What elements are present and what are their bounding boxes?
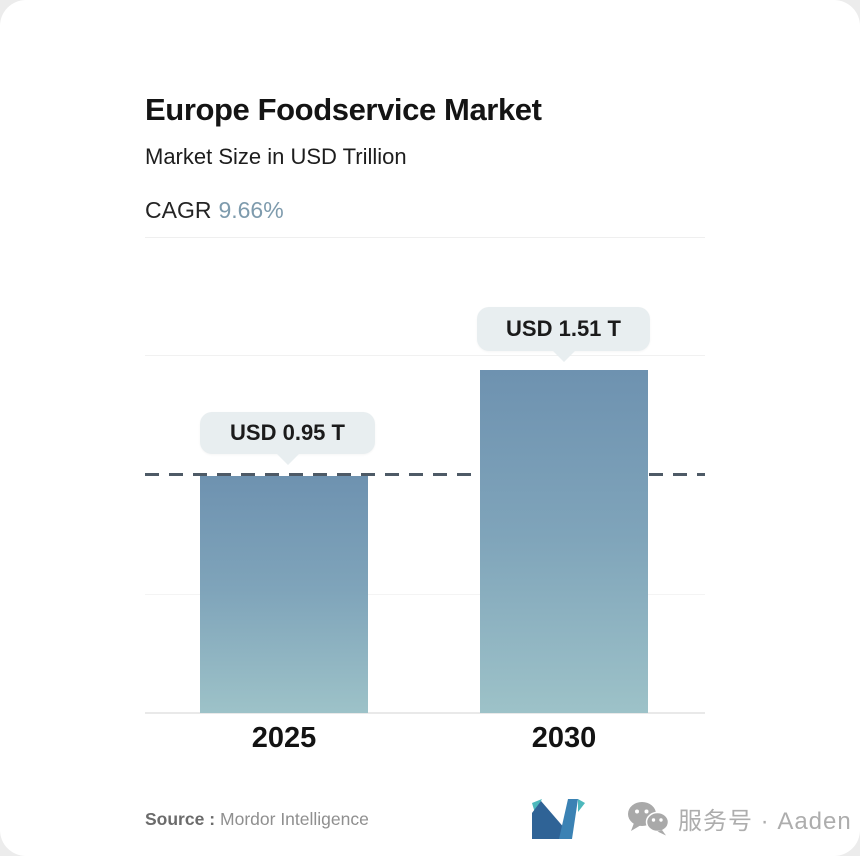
cagr-row: CAGR 9.66% xyxy=(145,197,284,224)
value-tooltip-2030: USD 1.51 T xyxy=(477,307,650,351)
source-value: Mordor Intelligence xyxy=(220,809,369,829)
x-axis-label-2025: 2025 xyxy=(251,722,317,754)
mordor-intelligence-logo xyxy=(531,799,585,839)
wechat-account-group: 服务号 · Aaden xyxy=(627,801,852,836)
gridline-middle xyxy=(145,594,705,595)
wechat-account-label: 服务号 · Aaden xyxy=(678,808,852,835)
bar-2030 xyxy=(480,370,648,713)
cagr-label: CAGR xyxy=(145,197,212,223)
source-line: Source : Mordor Intelligence xyxy=(145,809,369,830)
header-divider xyxy=(145,237,705,238)
page-title: Europe Foodservice Market xyxy=(145,92,542,127)
dashed-reference-line xyxy=(145,473,705,476)
bar-2025 xyxy=(200,476,368,713)
x-axis-baseline xyxy=(145,712,705,714)
gridline-top xyxy=(145,355,705,356)
wechat-icon xyxy=(627,801,670,836)
source-label: Source : xyxy=(145,809,216,829)
x-axis-label-2030: 2030 xyxy=(531,722,597,754)
value-tooltip-2025: USD 0.95 T xyxy=(200,412,375,454)
cagr-value: 9.66% xyxy=(218,197,284,223)
chart-subtitle: Market Size in USD Trillion xyxy=(145,144,407,169)
mordor-intelligence-logo-icon xyxy=(532,799,585,839)
